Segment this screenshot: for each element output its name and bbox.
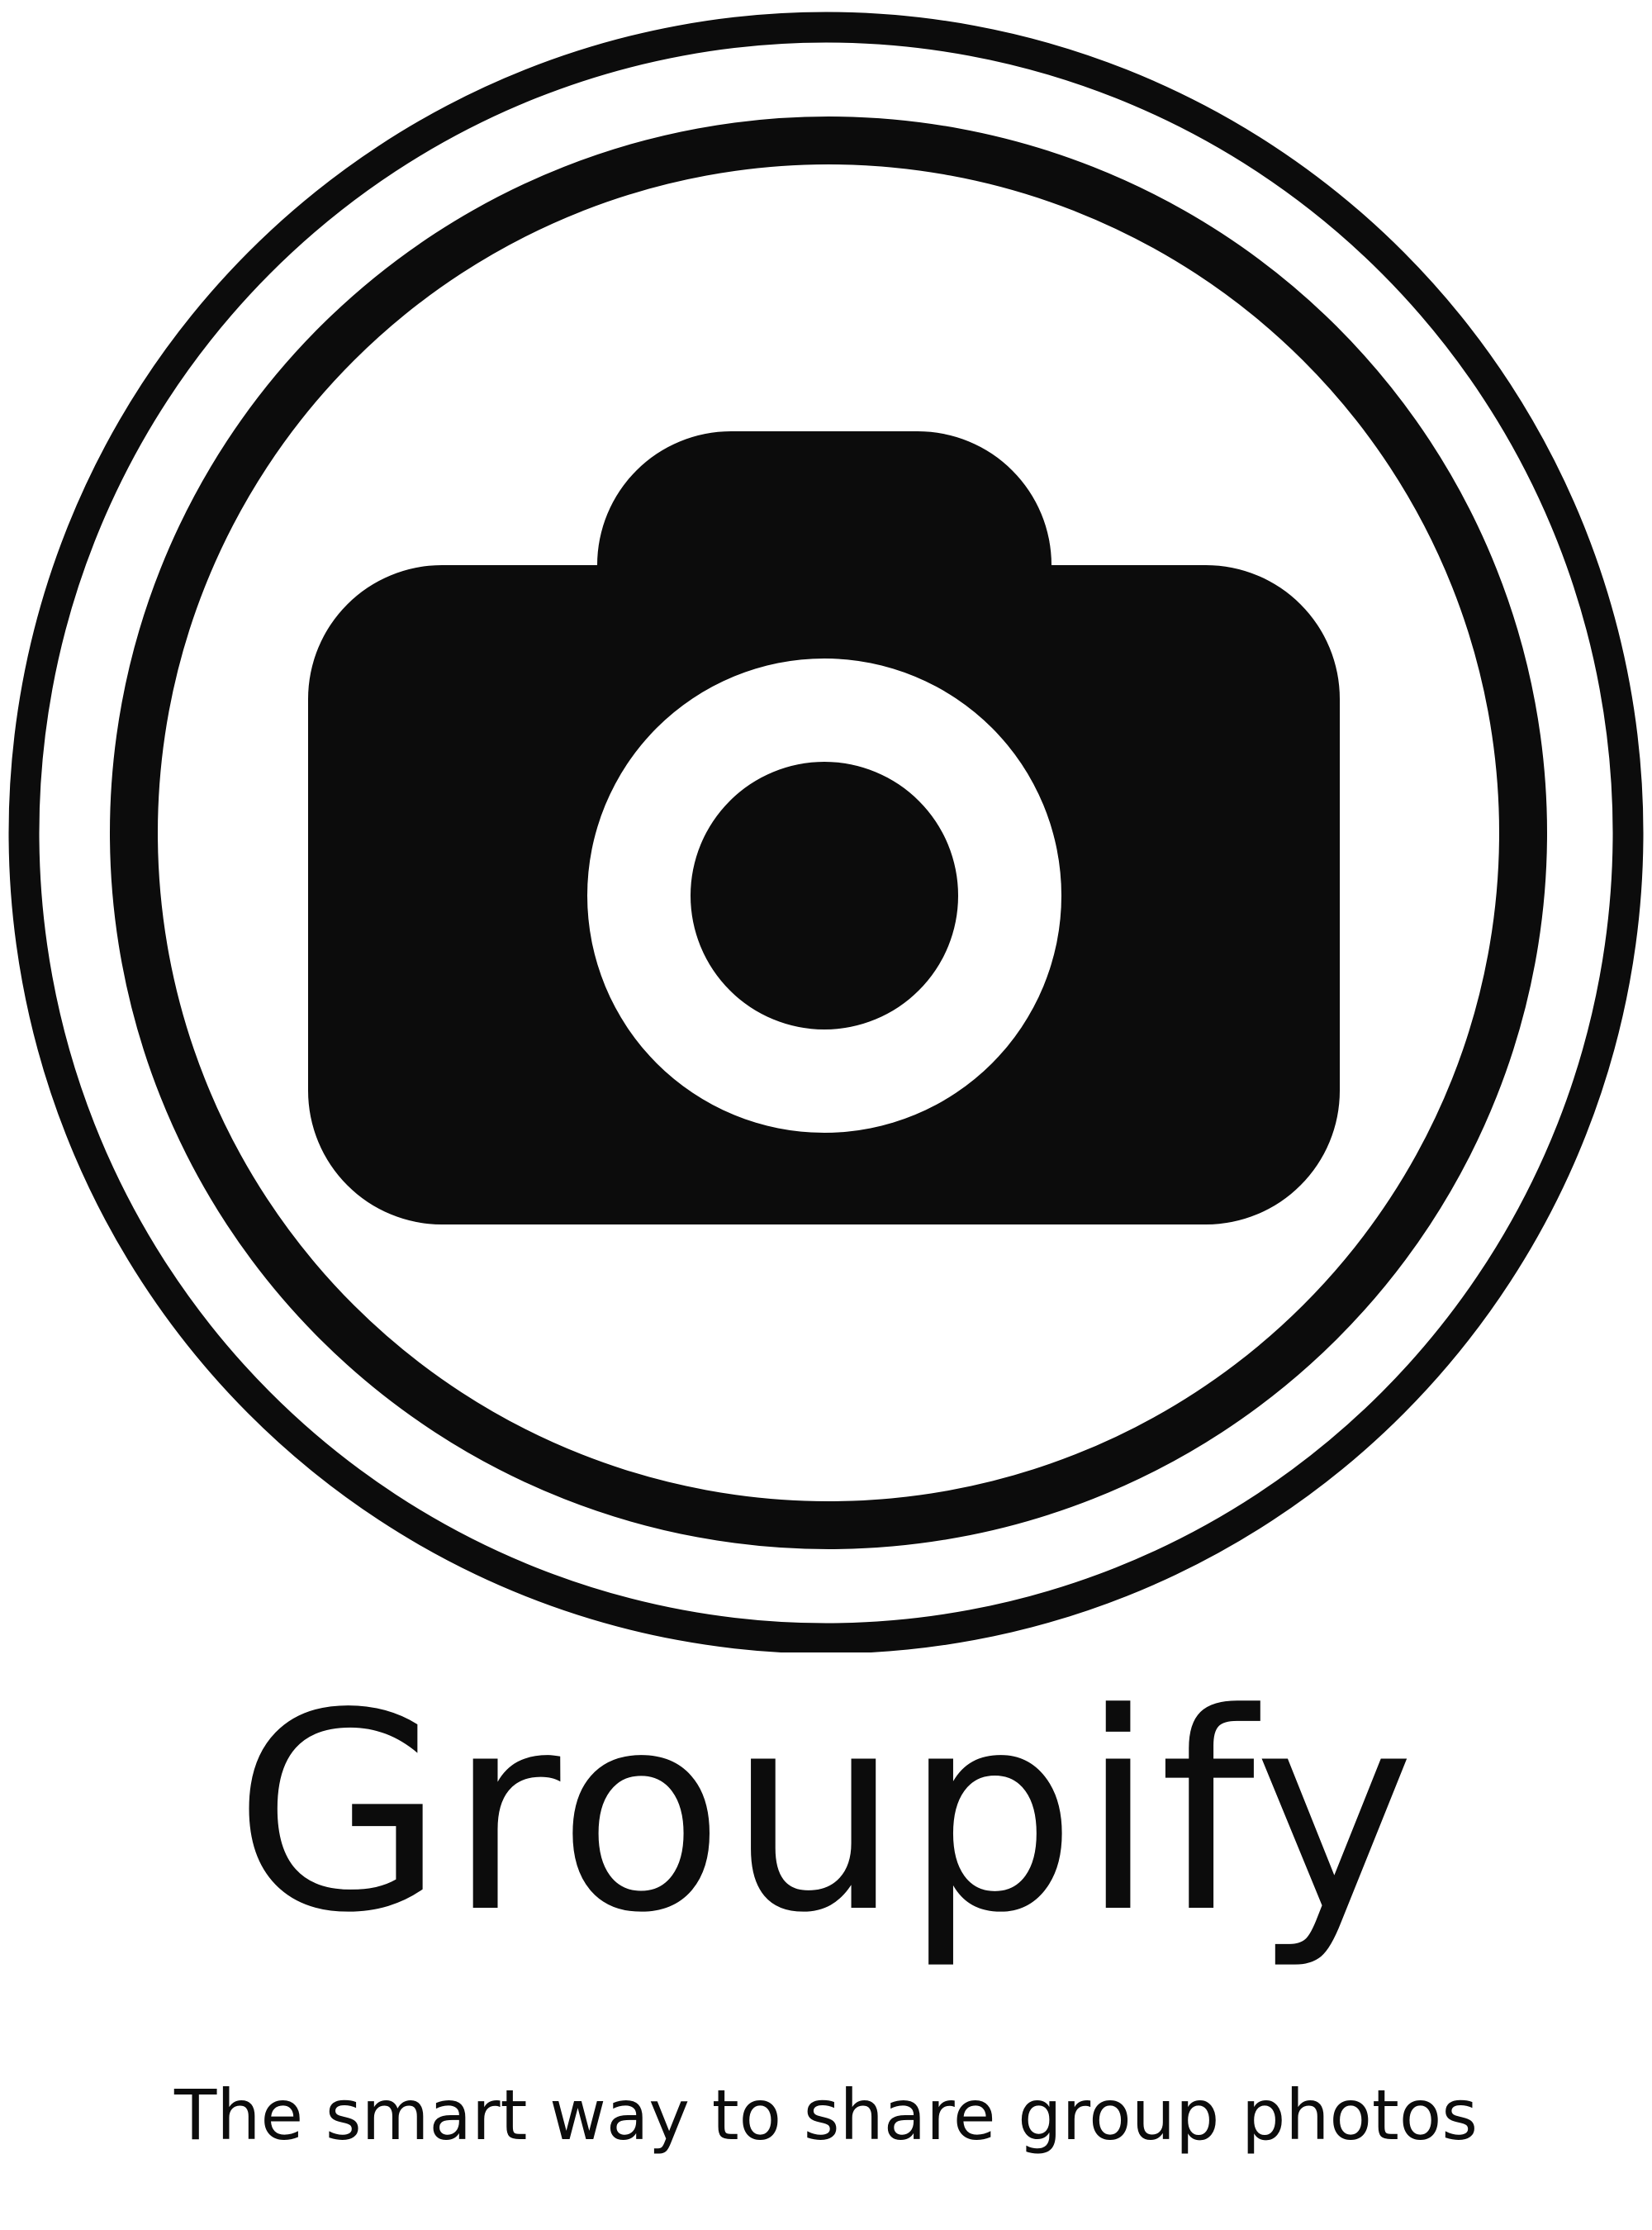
camera-lens (691, 762, 958, 1029)
tagline: The smart way to share group photos (173, 2075, 1479, 2156)
brand-name: Groupify (233, 1655, 1419, 1972)
camera-icon (308, 431, 1340, 1224)
outer-ring (8, 12, 1644, 1652)
logo-emblem (8, 12, 1644, 1652)
inner-ring (110, 116, 1547, 1549)
